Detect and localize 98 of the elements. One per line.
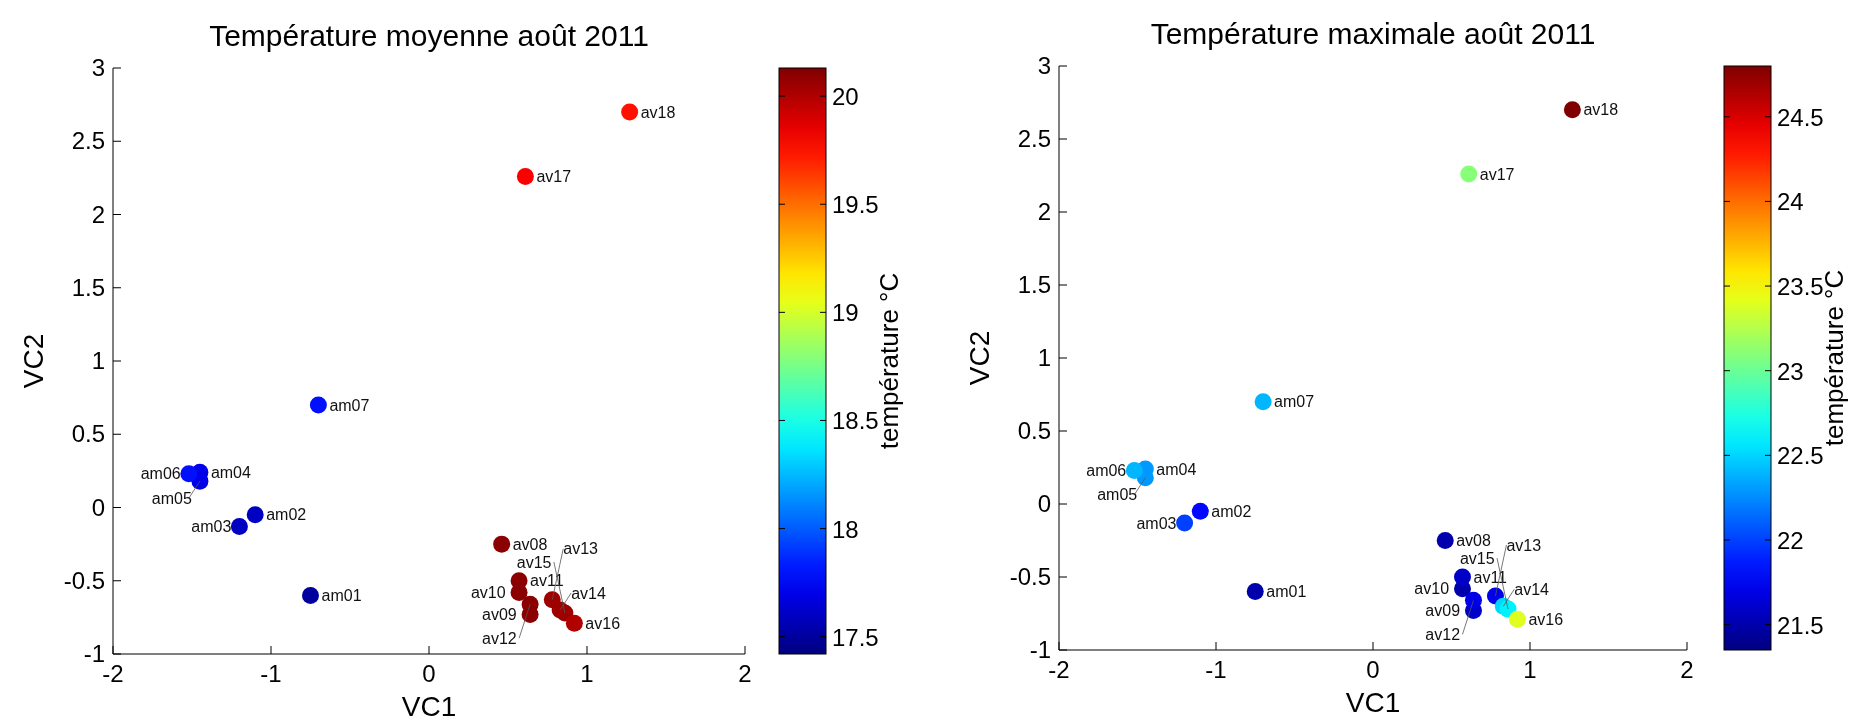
annotation: av12 [1425,625,1461,643]
annotation: am07 [1274,393,1315,411]
color-bar-label: 21.5 [1777,611,1824,639]
x-tick-label: 2 [1680,656,1694,683]
annotation: av13 [1506,536,1542,554]
color-bar-label: 18 [832,515,859,543]
y-tick-label: 0 [1037,490,1051,517]
annotation: av12 [482,629,517,647]
y-tick-label: 2.5 [71,127,105,155]
color-bar-label: 20 [832,83,859,111]
point [302,586,319,604]
annotation: av11 [530,572,564,590]
x-tick-label: 1 [1523,656,1537,683]
y-axis-title: VC2 [18,333,49,389]
color-bar-label: 17.5 [832,623,879,651]
annotation: av08 [1456,532,1492,550]
y-tick-label: 1 [91,347,105,374]
point [621,103,639,121]
point [1125,461,1143,479]
point [493,535,511,553]
color-bar-label: 19.5 [832,191,879,219]
color-bar-label: 24.5 [1777,103,1824,131]
point [180,465,198,483]
annotation: am02 [266,506,307,524]
point [1191,502,1209,520]
y-tick-label: 0 [91,493,105,521]
annotation: av15 [516,553,552,571]
point [1453,568,1471,586]
y-axis-title: VC2 [964,330,995,386]
annotation: am05 [151,489,192,507]
annotation: av10 [1414,580,1450,598]
y-tick-label: 1.5 [1017,271,1051,298]
annotation: am03 [191,518,232,536]
color-bar-label: 22.5 [1777,442,1824,470]
y-tick-label: 0.5 [1017,417,1051,444]
x-tick-label: 0 [422,660,436,687]
point [230,518,248,536]
y-tick-label: -1 [1029,636,1051,663]
x-axis-title: VC1 [1345,687,1401,718]
annotation: am03 [1136,514,1177,532]
annotation: av10 [470,584,506,602]
annotation: av09 [1425,602,1461,620]
annotation: av18 [1583,101,1619,119]
annotation: av13 [563,540,599,558]
point [246,506,264,524]
y-tick-label: 2 [1037,198,1051,225]
annotation: av09 [482,606,517,624]
point [1508,610,1526,628]
point [1464,591,1482,609]
color-bar-label: 23 [1777,357,1804,385]
y-tick-label: -0.5 [1009,563,1051,590]
x-tick-label: 1 [580,660,594,687]
y-tick-label: 2 [91,200,105,228]
x-axis-title: VC1 [401,691,457,722]
point [309,396,327,414]
annotation: am01 [1266,583,1307,601]
y-tick-label: 1.5 [71,273,105,301]
y-tick-label: 1 [1037,344,1051,371]
point [516,167,534,185]
x-tick-label: 2 [738,660,752,687]
chart-title: Température maximale août 2011 [1150,17,1596,50]
annotation: av14 [571,584,606,602]
point [1176,514,1194,532]
annotation: av18 [640,103,676,121]
annotation: av16 [1528,610,1564,628]
annotation: am04 [1156,460,1197,478]
x-tick-label: -1 [260,660,282,687]
point [565,614,583,632]
annotation: av08 [512,535,548,553]
point [1254,393,1272,411]
color-bar-label: 22 [1777,526,1804,554]
point [1563,101,1581,119]
annotation: am06 [1086,462,1127,480]
annotation: av17 [1479,165,1515,183]
point [1460,165,1478,183]
x-tick-label: 0 [1366,656,1380,683]
annotation: am04 [210,463,252,481]
annotation: am02 [1211,502,1252,520]
annotation: av14 [1514,580,1550,598]
annotation: av16 [585,614,621,632]
color-bar-label: 19 [832,299,859,327]
y-tick-label: 3 [91,54,105,81]
annotation: am06 [140,465,181,483]
color-bar-label: 24 [1777,188,1804,216]
y-tick-label: 0.5 [71,420,105,448]
annotation: av15 [1459,549,1495,567]
point [1246,583,1264,601]
y-tick-label: 2.5 [1017,125,1051,152]
annotation: av11 [1473,568,1508,586]
y-tick-label: -0.5 [63,566,105,594]
annotation: am05 [1097,486,1138,504]
x-tick-label: -1 [1205,656,1227,683]
annotation: av17 [536,168,572,186]
annotation: am07 [329,396,370,414]
point [1436,532,1454,549]
y-tick-label: 3 [1037,52,1051,79]
annotation: am01 [321,587,362,604]
chart-title: Température moyenne août 2011 [209,19,649,52]
